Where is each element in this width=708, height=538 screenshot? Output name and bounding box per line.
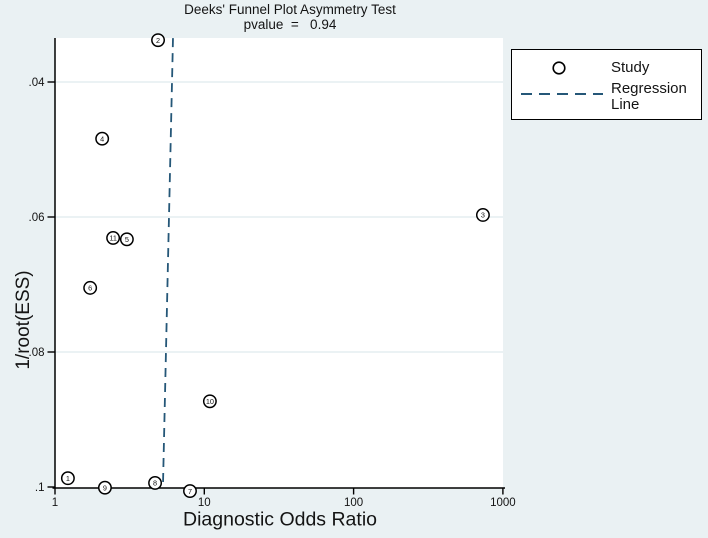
chart-title-block: Deeks' Funnel Plot Asymmetry Test pvalue… [40, 2, 540, 32]
y-tick-label: .04 [29, 77, 46, 89]
study-point-6 [83, 280, 98, 295]
study-point-label: 2 [156, 36, 160, 45]
study-point-7 [183, 484, 197, 498]
study-point-label: 10 [206, 397, 214, 406]
chart-pvalue: pvalue = 0.94 [243, 17, 337, 32]
legend-regression-label: Regression Line [611, 80, 687, 113]
x-axis-label: Diagnostic Odds Ratio [182, 508, 378, 531]
regression-line-icon [521, 93, 603, 95]
study-point-9 [97, 480, 112, 495]
study-point-3 [475, 208, 490, 222]
study-marker-icon [552, 61, 566, 75]
x-tick-label: 100 [344, 497, 363, 509]
study-point-label: 6 [88, 284, 92, 293]
study-point-5 [119, 232, 134, 247]
y-tick-label: .08 [29, 347, 45, 359]
x-tick-label: 1000 [490, 497, 516, 509]
study-point-label: 11 [109, 234, 117, 243]
y-axis-label: 1/root(ESS) [13, 270, 34, 370]
study-point-11 [106, 230, 121, 245]
study-point-label: 9 [103, 483, 107, 492]
study-point-1 [60, 471, 75, 486]
study-point-label: 3 [481, 211, 485, 220]
study-point-4 [95, 131, 110, 146]
legend: Study Regression Line [511, 49, 702, 120]
study-point-2 [151, 33, 165, 48]
study-point-label: 7 [188, 487, 192, 496]
study-point-label: 8 [153, 479, 157, 488]
study-point-label: 4 [100, 134, 104, 143]
study-point-label: 5 [125, 235, 129, 244]
plot-area [55, 38, 503, 488]
y-tick-label: .1 [35, 482, 45, 494]
study-point-10 [202, 394, 217, 409]
x-tick-label: 10 [198, 497, 211, 509]
study-point-label: 1 [66, 474, 70, 483]
x-tick-label: 1 [52, 497, 58, 509]
legend-study-label: Study [611, 59, 650, 76]
y-tick-label: .06 [29, 212, 45, 224]
study-point-8 [148, 476, 163, 490]
chart-title: Deeks' Funnel Plot Asymmetry Test [184, 2, 396, 17]
